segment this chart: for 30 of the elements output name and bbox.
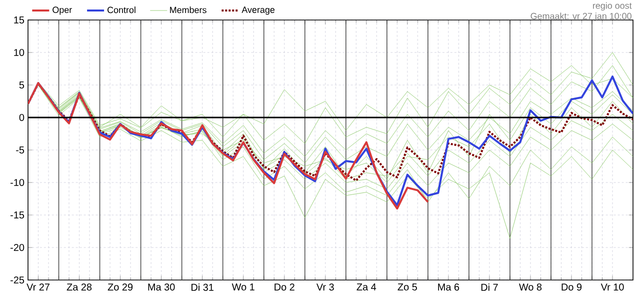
x-tick-label: Za 28 (66, 284, 92, 291)
y-tick-label: 10 (14, 48, 24, 56)
x-tick-label: Do 2 (274, 284, 294, 291)
annotation: Gemaakt: vr 27 jan 10:00 (530, 12, 632, 22)
x-tick-label: Wo 8 (518, 284, 542, 291)
x-tick-label: Di 7 (481, 284, 498, 291)
x-tick-label: Di 31 (192, 284, 214, 291)
x-tick-label: Vr 10 (600, 284, 624, 291)
x-tick-label: Ma 6 (438, 284, 460, 291)
y-tick-label: 0 (19, 114, 24, 122)
x-tick-label: Do 9 (562, 284, 582, 291)
x-tick-label: Zo 5 (398, 284, 417, 290)
y-tick-label: -25 (10, 276, 24, 284)
legend-label: Average (242, 6, 275, 15)
x-tick-label: Vr 27 (26, 284, 50, 290)
x-tick-label: Vr 3 (316, 284, 334, 291)
x-tick-label: Ma 30 (148, 284, 175, 291)
y-tick-label: -15 (10, 212, 24, 218)
y-tick-label: 5 (19, 82, 24, 88)
y-tick-label: -10 (10, 178, 24, 186)
x-tick-label: Za 4 (356, 284, 376, 290)
legend-label: Oper (52, 6, 72, 15)
y-tick-label: 15 (14, 16, 24, 24)
text: regio oost (593, 2, 632, 11)
x-tick-label: Wo 1 (232, 284, 254, 290)
y-tick-label: -20 (10, 244, 24, 252)
legend-label: Control (108, 6, 136, 14)
x-tick-label: Zo 29 (108, 284, 133, 291)
y-tick-label: -5 (16, 146, 24, 154)
legend-label: Members (170, 6, 206, 14)
